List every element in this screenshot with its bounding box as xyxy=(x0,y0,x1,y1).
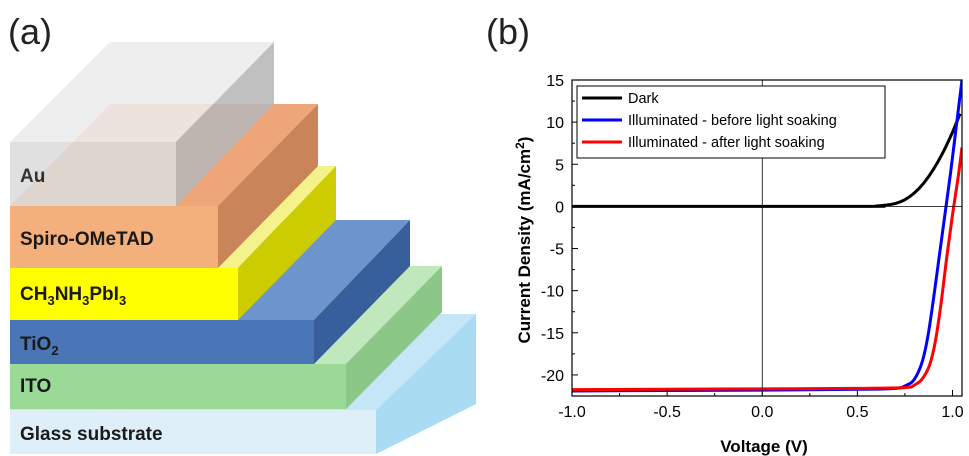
legend-label-after: Illuminated - after light soaking xyxy=(628,135,825,151)
layer-au: Au xyxy=(10,42,274,206)
x-axis-title: Voltage (V) xyxy=(720,437,808,456)
layer-label-tio2: TiO2 xyxy=(20,334,59,358)
x-tick-label: 1.0 xyxy=(941,404,963,421)
x-tick-label: -1.0 xyxy=(558,404,586,421)
layer-label-glass: Glass substrate xyxy=(20,424,163,445)
ticks-layer: -1.0 -0.5 0.0 0.5 1.0 -20 -15 -10 -5 0 5 10 15 xyxy=(541,73,964,421)
legend-label-dark: Dark xyxy=(628,91,659,107)
jv-chart: -1.0 -0.5 0.0 0.5 1.0 -20 -15 -10 -5 0 5 10 15 Volta… xyxy=(513,73,964,456)
y-tick-label: -20 xyxy=(541,368,564,385)
plot-frame xyxy=(571,79,963,397)
legend-label-before: Illuminated - before light soaking xyxy=(628,113,837,129)
layer-label-perovskite: CH3NH3PbI3 xyxy=(20,284,126,308)
layer-label-au: Au xyxy=(20,166,45,187)
x-tick-label: 0.0 xyxy=(751,404,773,421)
y-tick-label: 15 xyxy=(546,73,564,90)
legend-box xyxy=(576,85,886,159)
legend: Dark Illuminated - before light soaking … xyxy=(576,85,886,159)
y-tick-label: 5 xyxy=(555,157,564,174)
y-tick-label: -5 xyxy=(550,242,564,259)
layer-label-ito: ITO xyxy=(20,376,51,397)
y-tick-label: -10 xyxy=(541,284,564,301)
y-tick-label: -15 xyxy=(541,326,564,343)
x-tick-label: 0.5 xyxy=(846,404,868,421)
y-axis-title: Current Density (mA/cm2) xyxy=(513,137,534,344)
x-tick-label: -0.5 xyxy=(653,404,681,421)
panel-b-label: (b) xyxy=(486,11,530,52)
y-tick-label: 0 xyxy=(555,199,564,216)
series-after-soaking xyxy=(572,147,962,392)
panel-a-label: (a) xyxy=(8,11,52,52)
y-tick-label: 10 xyxy=(546,115,564,132)
layer-label-spiro: Spiro-OMeTAD xyxy=(20,229,154,250)
